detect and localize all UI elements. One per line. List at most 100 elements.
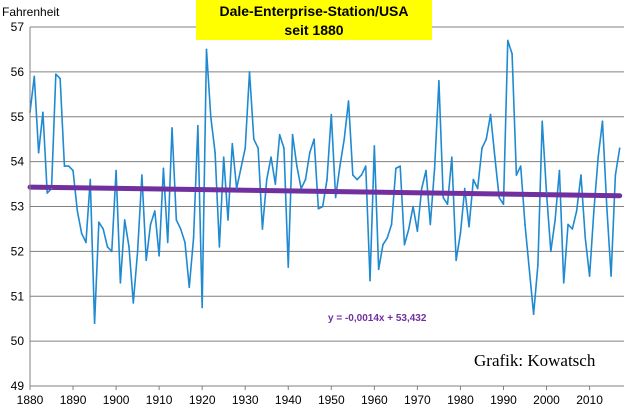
data-point <box>618 147 621 149</box>
data-point <box>209 115 212 118</box>
data-point <box>76 210 79 212</box>
data-point <box>145 259 148 262</box>
data-point <box>597 156 599 158</box>
data-point <box>399 165 401 167</box>
data-point <box>541 120 544 123</box>
y-tick-label: 57 <box>11 20 25 34</box>
data-point <box>89 178 92 181</box>
data-point <box>330 113 333 116</box>
x-tick-label: 1910 <box>146 393 173 407</box>
data-point <box>605 205 608 208</box>
x-tick-label: 2000 <box>533 393 560 407</box>
data-point <box>403 243 406 246</box>
data-point <box>287 266 290 268</box>
y-axis-label: Fahrenheit <box>2 5 60 19</box>
data-point <box>352 174 354 176</box>
data-point <box>356 178 358 181</box>
data-point <box>188 286 191 289</box>
data-point <box>72 169 74 172</box>
data-point <box>610 275 612 277</box>
data-point <box>102 228 104 230</box>
data-point <box>270 156 272 158</box>
data-point <box>481 147 483 149</box>
data-point <box>80 232 83 235</box>
data-point <box>253 138 255 140</box>
data-point <box>218 246 221 248</box>
data-point <box>506 39 509 42</box>
data-point <box>455 259 457 262</box>
data-point <box>123 219 126 221</box>
data-point <box>197 124 199 127</box>
data-point <box>416 230 419 232</box>
data-point <box>326 178 328 181</box>
data-point <box>463 187 466 190</box>
data-point <box>377 268 380 271</box>
data-point <box>438 80 440 82</box>
data-point <box>283 147 285 149</box>
data-point <box>33 75 36 78</box>
data-point <box>214 151 216 154</box>
data-point <box>515 174 518 176</box>
data-point <box>451 156 453 158</box>
data-point <box>184 241 186 244</box>
data-point <box>235 187 238 190</box>
data-point <box>244 147 247 149</box>
data-point <box>278 133 281 136</box>
data-point <box>175 219 178 221</box>
data-point <box>472 178 475 181</box>
data-point <box>85 241 87 244</box>
data-point <box>459 232 462 235</box>
data-point <box>412 205 414 208</box>
x-tick-label: 1900 <box>103 393 130 407</box>
data-point <box>334 196 337 199</box>
data-point <box>386 237 389 239</box>
data-point <box>42 111 44 114</box>
data-point <box>317 207 320 210</box>
data-point <box>382 243 384 246</box>
data-point <box>532 313 535 316</box>
data-point <box>222 156 225 158</box>
data-point <box>55 73 57 75</box>
data-point <box>154 210 156 212</box>
data-point <box>567 223 569 226</box>
data-point <box>407 228 410 230</box>
data-point <box>274 183 277 185</box>
data-point <box>158 255 160 257</box>
data-point <box>339 165 341 167</box>
data-point <box>115 169 117 172</box>
data-point <box>136 250 139 253</box>
x-tick-label: 1890 <box>60 393 87 407</box>
data-point <box>571 228 574 230</box>
x-tick-label: 1880 <box>17 393 44 407</box>
data-point <box>171 127 173 129</box>
data-point <box>63 165 66 167</box>
trendline-equation: y = -0,0014x + 53,432 <box>328 313 427 324</box>
data-point <box>558 169 561 172</box>
x-tick-label: 1930 <box>232 393 259 407</box>
data-point <box>50 187 53 190</box>
data-point <box>575 210 578 212</box>
data-point <box>46 192 49 194</box>
data-point <box>498 196 500 199</box>
x-tick-label: 1980 <box>447 393 474 407</box>
data-point <box>502 203 505 206</box>
data-point <box>550 250 552 253</box>
data-point <box>390 223 393 226</box>
data-point <box>395 167 397 170</box>
data-point <box>119 281 122 284</box>
title-box <box>196 0 432 40</box>
data-point <box>429 223 432 226</box>
data-point <box>308 151 311 154</box>
data-point <box>257 147 259 149</box>
data-point <box>313 138 315 140</box>
y-tick-label: 52 <box>11 244 25 258</box>
data-point <box>227 219 229 221</box>
data-point <box>420 187 423 190</box>
data-point <box>128 246 130 248</box>
data-point <box>584 237 587 239</box>
y-tick-label: 49 <box>11 379 25 393</box>
y-tick-label: 53 <box>11 200 25 214</box>
data-point <box>519 165 522 167</box>
x-tick-label: 1920 <box>189 393 216 407</box>
